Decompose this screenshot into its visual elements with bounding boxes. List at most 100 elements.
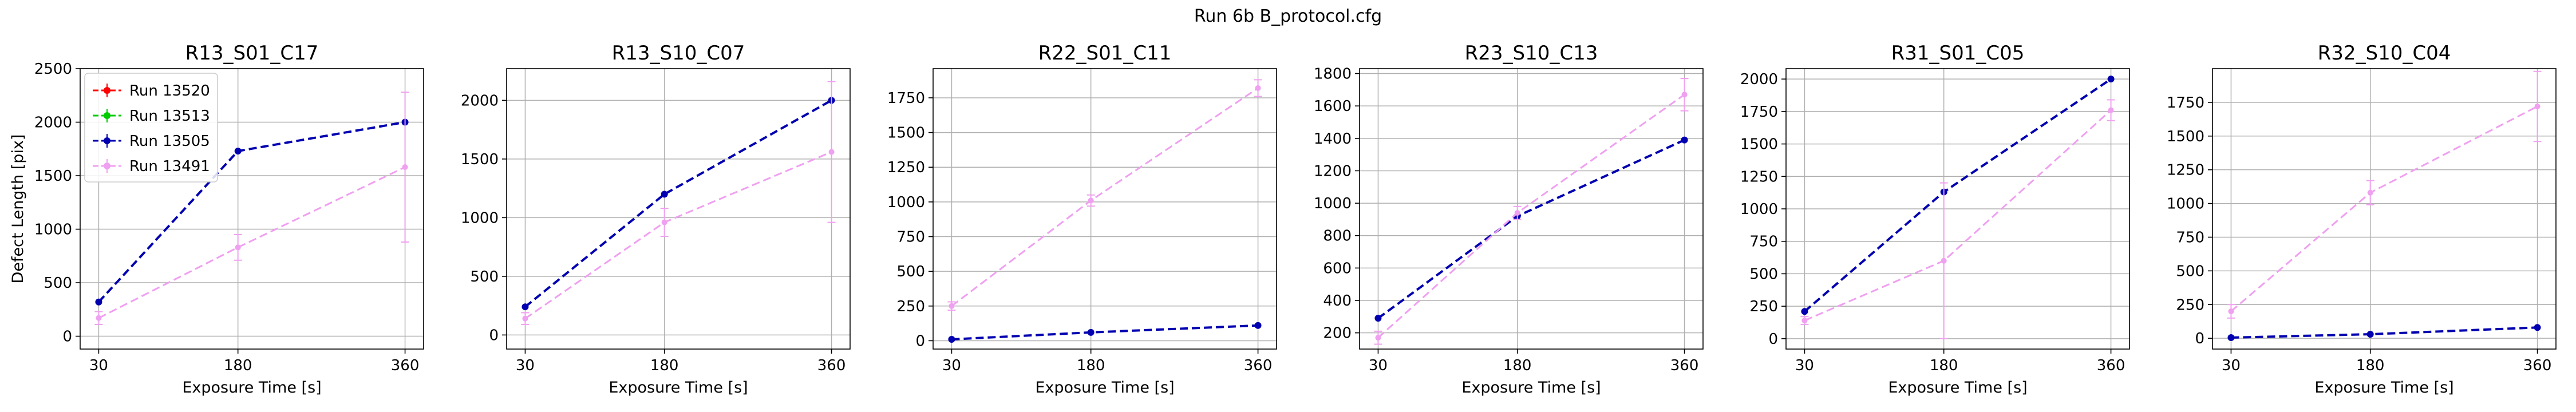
data-point xyxy=(1374,315,1382,322)
data-point xyxy=(1087,328,1095,336)
axes-frame xyxy=(506,68,851,350)
figure-suptitle: Run 6b B_protocol.cfg xyxy=(1194,6,1382,26)
x-axis-label: Exposure Time [s] xyxy=(609,379,748,397)
y-tick-label: 0 xyxy=(915,332,925,350)
y-tick-label: 1500 xyxy=(887,125,925,142)
x-tick-label: 30 xyxy=(1369,357,1388,374)
data-point xyxy=(95,298,102,306)
legend-entry-label: Run 13491 xyxy=(129,158,210,175)
y-tick-label: 2000 xyxy=(461,92,499,109)
data-point xyxy=(1801,318,1808,324)
y-tick-label: 600 xyxy=(1323,260,1352,277)
legend-entry-label: Run 13505 xyxy=(129,133,210,150)
x-tick-label: 360 xyxy=(2097,357,2125,374)
data-point xyxy=(522,315,528,322)
y-tick-label: 750 xyxy=(2176,229,2204,246)
series-line xyxy=(1804,78,2112,312)
y-tick-label: 0 xyxy=(489,327,499,344)
y-tick-label: 2500 xyxy=(34,61,72,78)
y-tick-label: 200 xyxy=(1323,325,1352,342)
y-tick-label: 1250 xyxy=(887,159,925,176)
legend-swatch-marker xyxy=(104,137,110,144)
y-tick-label: 0 xyxy=(1768,331,1778,348)
data-point xyxy=(1254,322,1262,329)
data-point xyxy=(402,164,408,171)
data-point xyxy=(1681,136,1688,144)
data-point xyxy=(661,219,667,225)
y-axis-label: Defect Length [pix] xyxy=(9,134,27,284)
data-point xyxy=(1681,92,1688,98)
panel-4: 30 180 360 200 400 600 800 1000 1200 1400 1600 1800… xyxy=(1314,42,1704,397)
data-point xyxy=(1375,335,1381,341)
y-tick-label: 800 xyxy=(1323,228,1352,245)
panel-2: 30 180 360 0 500 1000 1500 2000 R13_S10_C07 Expos… xyxy=(461,42,851,397)
y-tick-label: 2000 xyxy=(1740,71,1778,88)
y-tick-label: 2000 xyxy=(34,114,72,132)
data-point xyxy=(235,244,241,251)
axes-frame xyxy=(1359,68,1704,350)
data-point xyxy=(1801,308,1808,315)
data-point xyxy=(521,303,529,311)
x-tick-label: 30 xyxy=(89,357,108,374)
y-tick-label: 1000 xyxy=(34,221,72,239)
x-tick-label: 180 xyxy=(1503,357,1532,374)
y-tick-label: 250 xyxy=(2176,296,2204,314)
data-point xyxy=(234,148,242,155)
data-point xyxy=(1088,197,1094,204)
y-tick-label: 400 xyxy=(1323,292,1352,310)
series-line xyxy=(1377,138,1685,319)
series-line xyxy=(1377,94,1685,339)
series-line xyxy=(951,87,1259,307)
x-tick-label: 180 xyxy=(2356,357,2385,374)
y-tick-label: 500 xyxy=(470,268,499,286)
y-tick-label: 1000 xyxy=(887,194,925,211)
data-point xyxy=(2366,331,2374,338)
panel-title: R13_S10_C07 xyxy=(612,42,745,65)
data-point xyxy=(661,191,668,198)
data-point xyxy=(1514,210,1520,216)
series-line xyxy=(951,324,1258,341)
data-point xyxy=(2534,103,2541,109)
data-point xyxy=(949,303,955,309)
y-tick-label: 0 xyxy=(2195,330,2204,347)
y-tick-label: 1400 xyxy=(1314,130,1352,148)
panel-title: R23_S10_C13 xyxy=(1465,42,1598,65)
data-point xyxy=(1941,258,1947,264)
x-tick-label: 360 xyxy=(1670,357,1699,374)
x-axis-label: Exposure Time [s] xyxy=(1035,379,1174,397)
y-tick-label: 1600 xyxy=(1314,98,1352,115)
series-line xyxy=(2230,105,2538,312)
y-tick-label: 750 xyxy=(896,229,925,246)
y-tick-label: 1000 xyxy=(1314,195,1352,212)
y-tick-label: 1000 xyxy=(461,209,499,227)
legend-swatch-marker xyxy=(104,163,110,169)
panel-5: 30 180 360 0 250 500 750 1000 1250 1500 1750 2000 R3… xyxy=(1740,42,2130,397)
y-tick-label: 750 xyxy=(1749,233,1778,251)
series-line xyxy=(1804,109,2112,322)
y-tick-label: 1250 xyxy=(2167,162,2204,179)
y-tick-label: 500 xyxy=(2176,263,2204,280)
y-tick-label: 1000 xyxy=(2167,196,2204,213)
y-tick-label: 1750 xyxy=(2167,94,2204,112)
x-axis-label: Exposure Time [s] xyxy=(2314,379,2453,397)
y-tick-label: 1800 xyxy=(1314,65,1352,82)
data-point xyxy=(2108,107,2114,113)
data-point xyxy=(96,315,102,321)
series-line xyxy=(2231,326,2538,339)
panel-title: R13_S01_C17 xyxy=(185,42,319,65)
panel-1: 30 180 360 0 500 1000 1500 2000 2500 R13_S01_C17 E… xyxy=(9,42,424,397)
x-axis-label: Exposure Time [s] xyxy=(1461,379,1601,397)
x-tick-label: 360 xyxy=(1244,357,1273,374)
y-tick-label: 1750 xyxy=(1740,104,1778,121)
panel-title: R32_S10_C04 xyxy=(2318,42,2451,65)
series-line xyxy=(524,99,832,308)
y-tick-label: 0 xyxy=(62,328,72,346)
panel-6: 30 180 360 0 250 500 750 1000 1250 1500 1750 R32_S1… xyxy=(2167,42,2557,397)
series-line xyxy=(98,166,406,319)
y-tick-label: 250 xyxy=(896,298,925,315)
data-point xyxy=(948,336,955,343)
y-tick-label: 500 xyxy=(1749,266,1778,283)
x-axis-label: Exposure Time [s] xyxy=(1888,379,2027,397)
legend-entry-label: Run 13513 xyxy=(129,108,210,125)
